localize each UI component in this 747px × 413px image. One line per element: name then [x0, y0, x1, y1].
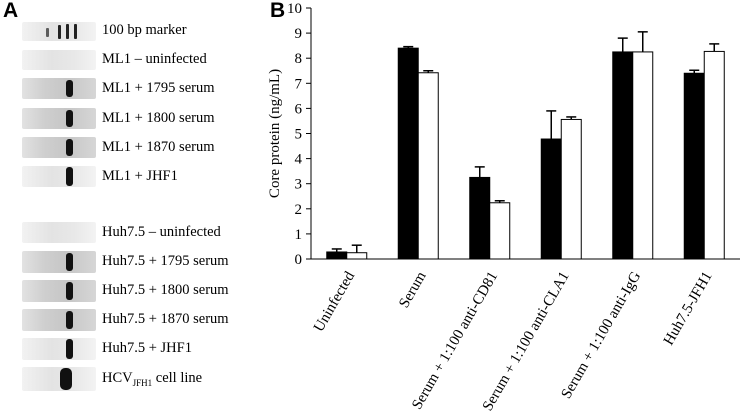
lane-label: Huh7.5 – uninfected: [102, 224, 221, 240]
panel-b-letter: B: [270, 0, 286, 22]
y-tick-label: 8: [295, 51, 303, 67]
y-tick-label: 0: [295, 252, 303, 268]
gel-band: [66, 167, 73, 186]
y-tick-label: 3: [295, 177, 303, 193]
gel-lane: [22, 280, 96, 302]
gel-lane: [22, 137, 96, 158]
bar-filled: [469, 176, 491, 260]
gel-band: [66, 139, 73, 156]
lane-label: Huh7.5 + 1795 serum: [102, 253, 229, 269]
lane-label-hcv: HCVJFH1 cell line: [102, 370, 202, 388]
gel-lane: [22, 251, 96, 273]
gel-lane: [22, 50, 96, 70]
gel-lane: [22, 222, 96, 243]
bar-filled: [683, 72, 705, 260]
gel-band: [66, 80, 73, 97]
lane-label-main: HCV: [102, 370, 133, 386]
bar-open: [417, 72, 439, 260]
bar-filled: [397, 47, 419, 260]
lane-label: ML1 + 1795 serum: [102, 80, 215, 96]
y-axis-label: Core protein (ng/mL): [267, 69, 283, 198]
gel-band: [66, 311, 73, 329]
y-tick-label: 7: [295, 76, 303, 92]
x-tick-label: Huh7.5-JFH1: [661, 269, 716, 348]
marker-band: [66, 24, 69, 39]
bar-open: [703, 50, 725, 260]
lane-label: ML1 + JHF1: [102, 168, 178, 184]
x-tick-label: Serum + 1:100 anti-IgG: [558, 269, 644, 402]
marker-band: [74, 24, 77, 39]
marker-band: [46, 28, 49, 37]
y-tick-label: 4: [295, 152, 303, 168]
y-tick-label: 1: [295, 227, 303, 243]
panel-a-letter: A: [3, 0, 19, 22]
bar-open: [632, 51, 654, 260]
bar-filled: [326, 251, 348, 260]
lane-label-tail: cell line: [152, 370, 203, 386]
gel-lane: [22, 22, 96, 41]
lane-label: ML1 + 1870 serum: [102, 139, 215, 155]
lane-label-subscript: JFH1: [132, 377, 153, 388]
y-tick-label: 5: [295, 127, 303, 143]
gel-lane: [22, 78, 96, 99]
marker-band: [58, 25, 61, 39]
bar-filled: [540, 138, 562, 260]
gel-lane: [22, 367, 96, 391]
gel-band: [66, 253, 73, 271]
bar-open: [560, 118, 582, 260]
gel-lane: [22, 108, 96, 129]
gel-band: [66, 282, 73, 300]
lane-label: ML1 – uninfected: [102, 51, 207, 67]
y-tick-label: 6: [295, 101, 303, 117]
gel-lane: [22, 309, 96, 331]
y-tick-label: 9: [295, 26, 303, 42]
gel-lane: [22, 166, 96, 187]
lane-label: Huh7.5 + 1870 serum: [102, 311, 229, 327]
lane-label: Huh7.5 + JHF1: [102, 340, 192, 356]
gel-band: [60, 368, 72, 390]
bar-open: [489, 202, 511, 260]
x-tick-label: Uninfected: [311, 269, 358, 335]
gel-lane: [22, 338, 96, 360]
lane-label: 100 bp marker: [102, 22, 187, 38]
lane-label: ML1 + 1800 serum: [102, 110, 215, 126]
y-tick-label: 10: [287, 1, 302, 17]
gel-band: [66, 110, 73, 127]
lane-label: Huh7.5 + 1800 serum: [102, 282, 229, 298]
x-tick-label: Serum: [396, 269, 430, 311]
gel-band: [66, 339, 73, 359]
gel-panel: 100 bp marker ML1 – uninfected ML1 + 179…: [0, 0, 260, 413]
bar-open: [346, 252, 368, 260]
bar-filled: [612, 51, 634, 260]
y-tick-label: 2: [295, 202, 303, 218]
